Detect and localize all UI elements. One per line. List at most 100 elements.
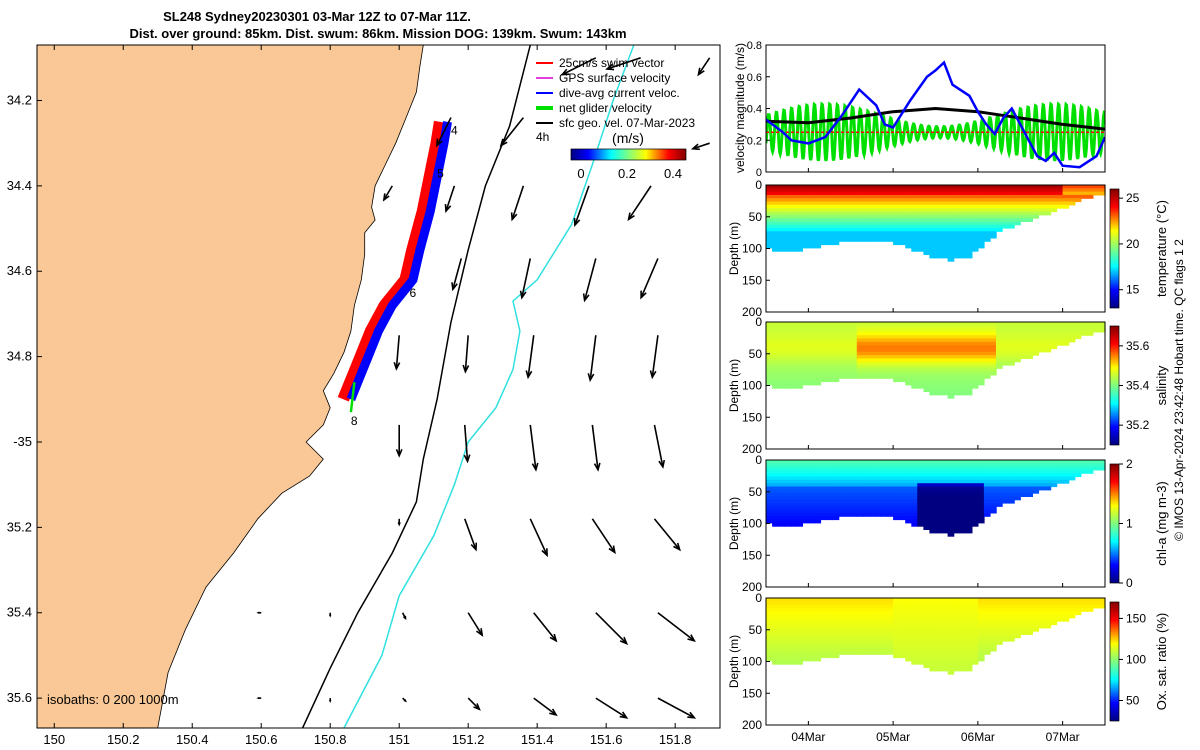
section-cell — [838, 228, 846, 232]
section-cell — [844, 204, 852, 209]
section-cell — [965, 621, 973, 626]
section-cell — [832, 516, 840, 521]
section-cell — [802, 241, 809, 246]
geo-vector-head — [640, 290, 647, 300]
section-cell — [832, 460, 840, 464]
section-cell — [977, 509, 985, 514]
section-cell — [1014, 611, 1021, 616]
section-cell — [923, 503, 931, 507]
section-cell — [1020, 486, 1027, 491]
geo-vector — [510, 185, 525, 222]
section-cell — [832, 479, 840, 484]
section-cell — [790, 368, 797, 373]
section-cell — [856, 335, 864, 340]
section-cell — [899, 627, 906, 632]
section-cell — [826, 188, 834, 193]
section-cell — [1032, 325, 1040, 330]
section-cell — [905, 365, 912, 369]
section-cell — [875, 604, 882, 609]
section-cell — [875, 322, 882, 326]
section-cell — [1038, 191, 1046, 196]
section-cell — [899, 335, 906, 340]
section-cell — [875, 637, 882, 642]
section-cell — [965, 647, 973, 652]
section-cell — [965, 247, 973, 252]
section-cell — [832, 185, 840, 189]
section-cell — [1086, 322, 1094, 326]
section-cell — [1008, 611, 1015, 616]
section-cell — [1002, 479, 1009, 484]
section-cell — [971, 486, 979, 491]
section-cell — [996, 211, 1003, 216]
section-cell — [917, 601, 924, 606]
section-cell — [844, 208, 852, 213]
section-cell — [959, 351, 967, 356]
section-cell — [1014, 604, 1021, 609]
geo-vector-head — [403, 615, 407, 621]
section-cell — [1002, 634, 1009, 639]
section-cell — [1056, 604, 1064, 609]
section-cell — [850, 361, 858, 366]
section-cell — [778, 331, 785, 336]
section-cell — [784, 322, 791, 326]
section-cell — [947, 381, 955, 386]
section-cell — [1008, 621, 1015, 626]
geo-vector — [256, 611, 262, 614]
section-cell — [887, 341, 894, 346]
section-cell — [808, 345, 816, 350]
section-cell — [1002, 483, 1009, 488]
section-cell — [947, 374, 955, 379]
geo-vector-shaft — [697, 57, 711, 76]
section-cell — [929, 493, 937, 497]
section-cell — [832, 503, 840, 507]
section-cell — [887, 483, 894, 488]
section-cell — [784, 335, 791, 340]
section-cell — [881, 194, 888, 199]
section-cell — [899, 368, 906, 373]
section-cell — [766, 499, 773, 504]
section-cell — [802, 204, 809, 209]
section-cell — [796, 503, 803, 507]
section-cell — [826, 185, 834, 189]
section-cell — [929, 201, 937, 206]
geo-vector-shaft — [606, 57, 641, 70]
section-cell — [868, 460, 876, 464]
section-cell — [911, 624, 918, 629]
section-cell — [983, 617, 991, 622]
section-cell — [1020, 460, 1027, 464]
section-cell — [778, 604, 785, 609]
section-cell — [899, 496, 906, 501]
section-cell — [1080, 463, 1088, 468]
section-cell — [941, 351, 949, 356]
section-cell — [862, 325, 870, 330]
section-cell — [784, 328, 791, 333]
section-cell — [929, 512, 937, 517]
section-cell — [953, 224, 961, 229]
section-cell — [923, 328, 931, 333]
section-cell — [881, 607, 888, 612]
section-cell — [868, 328, 876, 333]
section-cell — [1062, 614, 1070, 619]
section-cell — [996, 355, 1003, 359]
section-cell — [838, 322, 846, 326]
section-cell — [1044, 188, 1052, 193]
section-cell — [899, 479, 906, 484]
geo-vector-head — [256, 696, 260, 700]
section-cell — [893, 374, 900, 379]
section-cell — [965, 345, 973, 350]
section-cell — [893, 228, 900, 232]
section-cell — [996, 499, 1003, 504]
section-cell — [868, 198, 876, 203]
section-cell — [802, 237, 809, 242]
section-cell — [899, 486, 906, 491]
section-cell — [929, 391, 937, 396]
section-cell — [996, 627, 1003, 632]
section-cell — [905, 469, 912, 474]
section-cell — [935, 374, 943, 379]
section-cell — [832, 351, 840, 356]
section-cell — [959, 650, 967, 655]
section-cell — [941, 526, 949, 530]
section-cell — [862, 493, 870, 497]
section-cell — [796, 598, 803, 602]
section-cell — [862, 198, 870, 203]
